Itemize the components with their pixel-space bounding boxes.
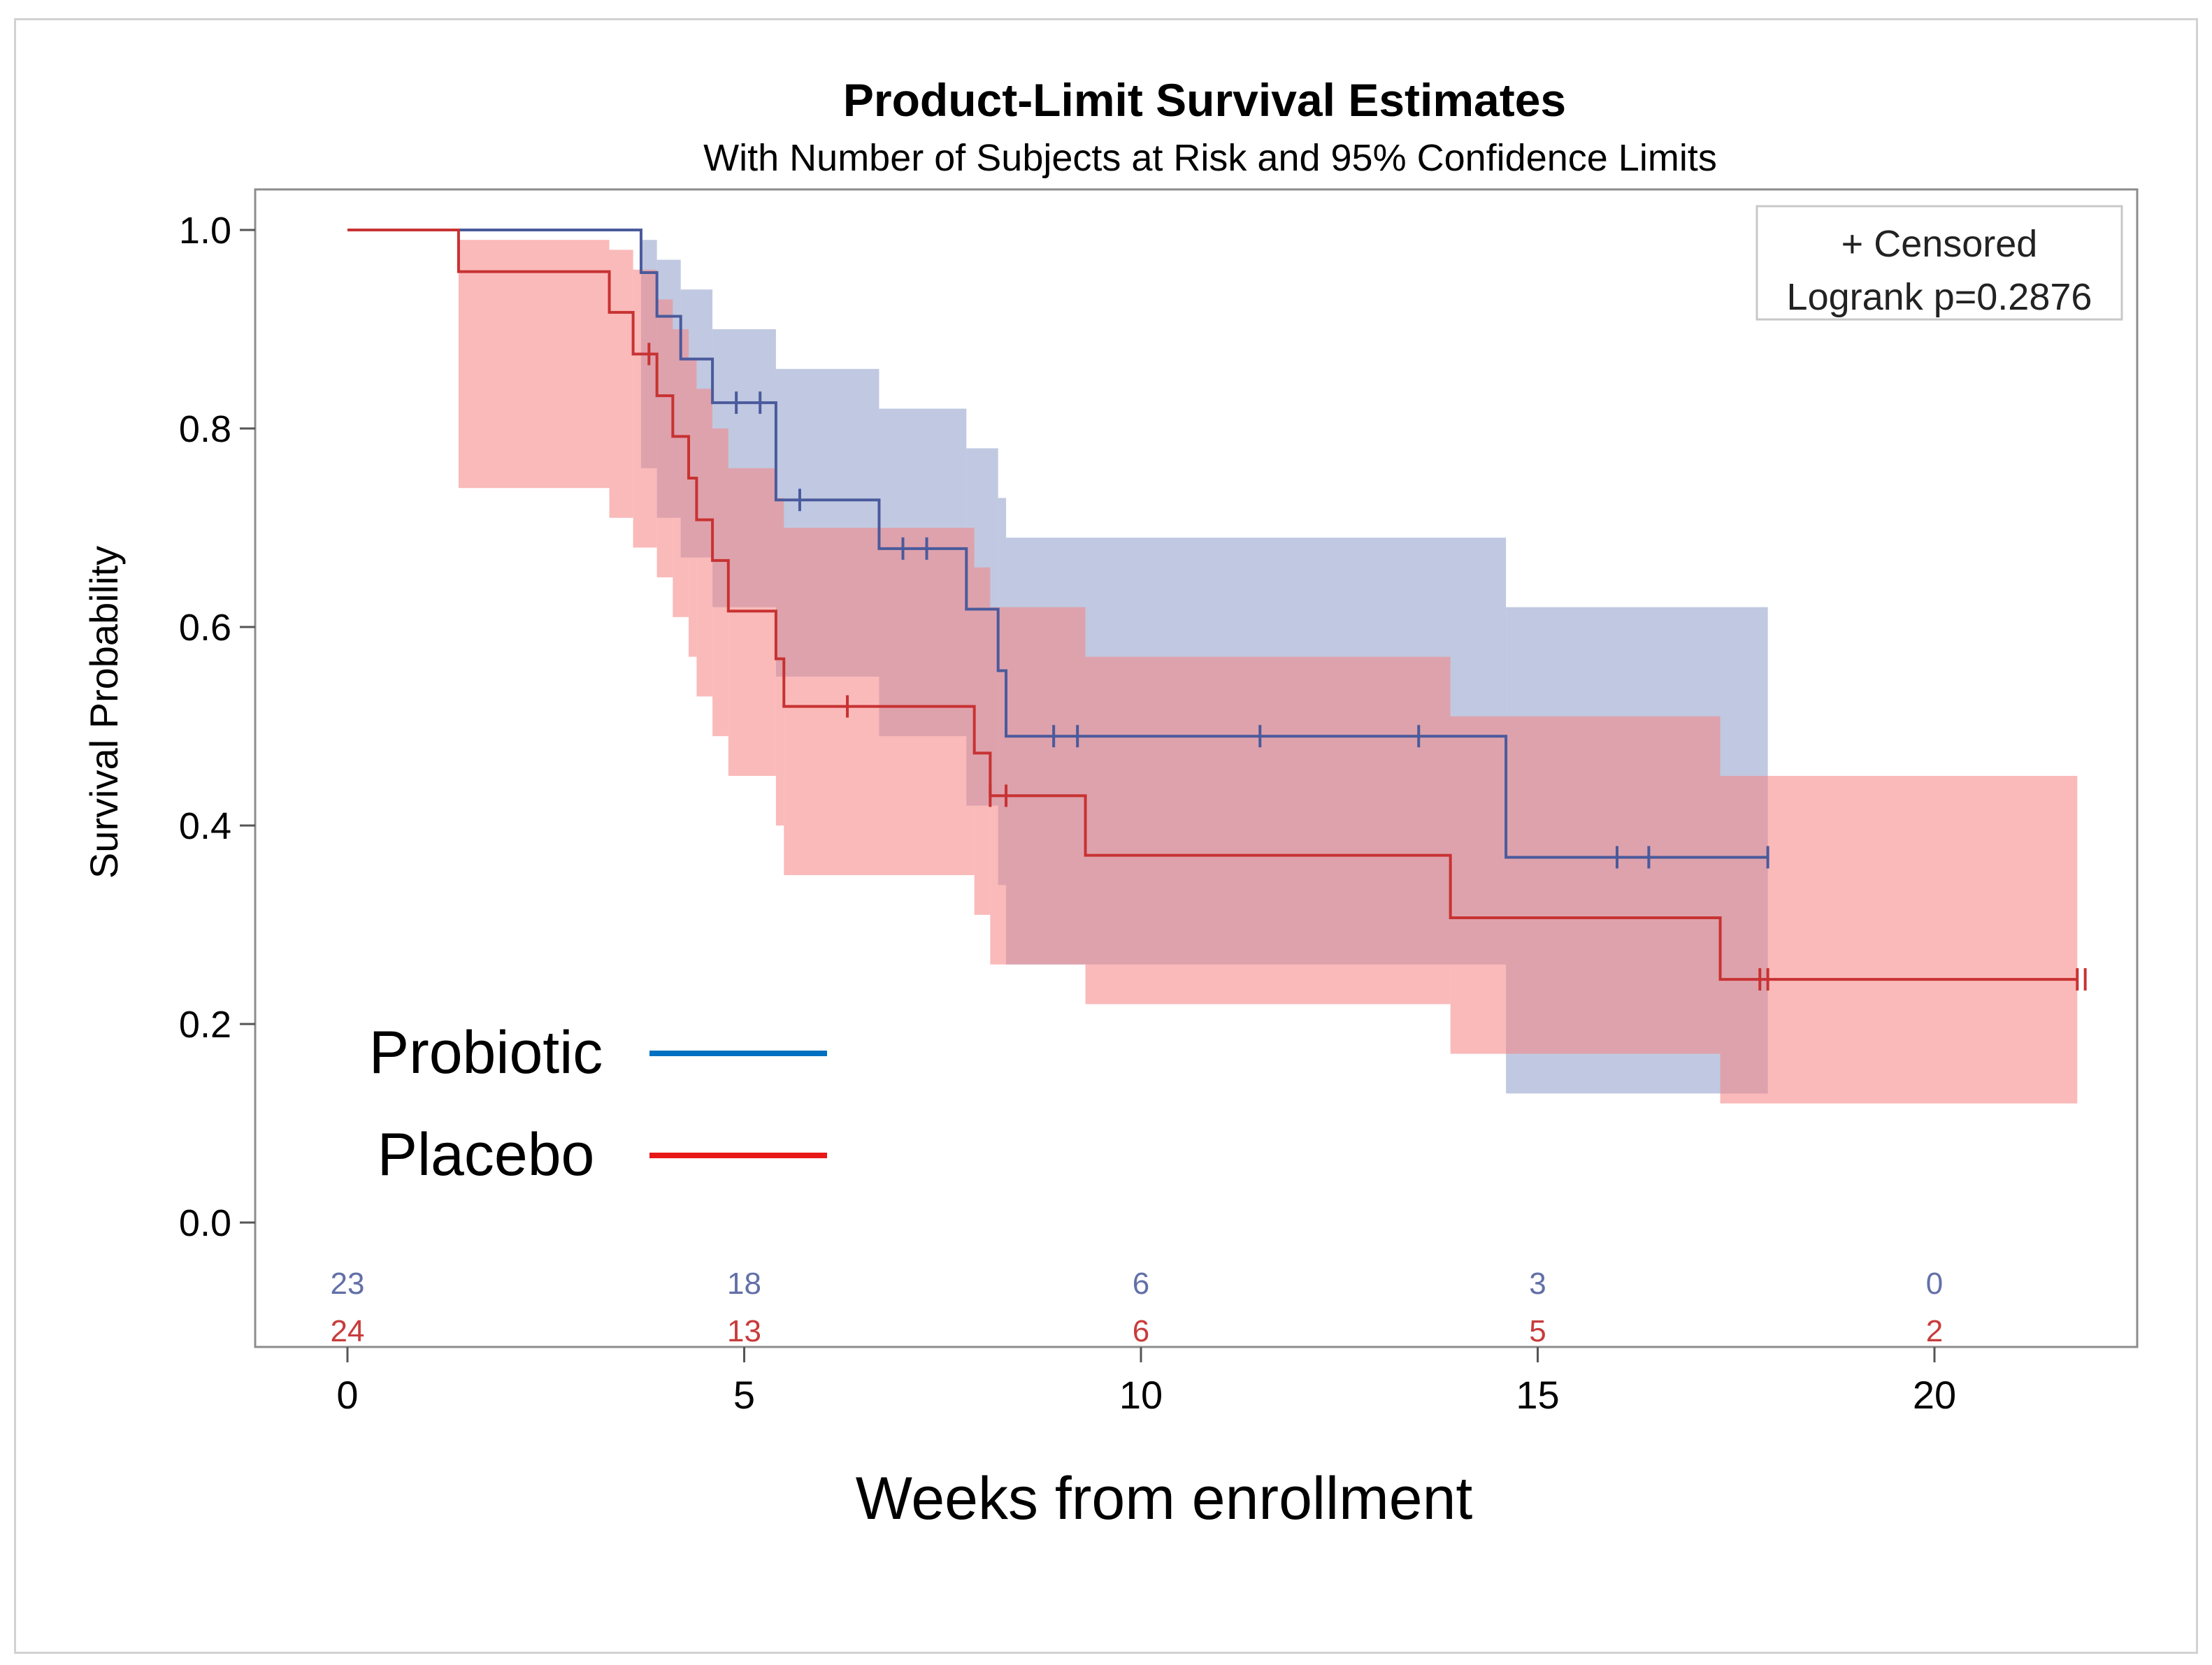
probiotic-at-risk-count: 6	[1133, 1267, 1149, 1301]
y-tick-label: 0.6	[179, 607, 231, 649]
placebo-ci-band-segment	[673, 329, 689, 617]
probiotic-at-risk-count: 23	[331, 1267, 365, 1301]
placebo-ci-band-segment	[784, 528, 975, 875]
chart-subtitle: With Number of Subjects at Risk and 95% …	[703, 137, 1717, 179]
y-axis: 0.0 0.2 0.4 0.6 0.8 1.0	[179, 210, 255, 1244]
survival-chart: Product-Limit Survival Estimates With Nu…	[82, 74, 2139, 1532]
survival-lines	[347, 229, 2078, 981]
placebo-ci-band-segment	[656, 299, 673, 577]
placebo-survival-line	[347, 229, 2078, 981]
placebo-ci-band-segment	[775, 498, 784, 826]
placebo-at-risk-count: 24	[331, 1314, 365, 1348]
y-tick-label: 1.0	[179, 210, 231, 252]
plot-area	[254, 188, 2139, 1348]
placebo-ci-band-segment	[728, 468, 776, 776]
y-tick-label: 0.8	[179, 408, 231, 450]
probiotic-at-risk-count: 0	[1926, 1267, 1943, 1301]
probiotic-survival-line	[347, 229, 1768, 859]
inset-box: + Censored Logrank p=0.2876	[1755, 205, 2123, 321]
probiotic-legend-label: Probiotic	[369, 1019, 603, 1086]
probiotic-at-risk-count: 18	[727, 1267, 761, 1301]
placebo-ci-band-segment	[1450, 716, 1721, 1054]
placebo-ci-band-segment	[990, 607, 1086, 965]
inset-border	[1755, 205, 2123, 321]
placebo-at-risk-count: 5	[1529, 1314, 1546, 1348]
placebo-ci-band-segment	[712, 428, 728, 737]
x-tick-label: 5	[733, 1373, 755, 1417]
chart-title: Product-Limit Survival Estimates	[843, 74, 1566, 126]
placebo-ci-band-segment	[1720, 776, 2078, 1104]
y-tick-label: 0.2	[179, 1004, 231, 1046]
placebo-at-risk-count: 13	[727, 1314, 761, 1348]
x-tick-label: 20	[1913, 1373, 1956, 1417]
placebo-legend-label: Placebo	[378, 1121, 595, 1188]
placebo-at-risk-count: 6	[1133, 1314, 1149, 1348]
at-risk-table: 23 18 6 3 0 24 13 6 5 2	[331, 1267, 1944, 1348]
probiotic-at-risk-count: 3	[1529, 1267, 1546, 1301]
legend: Probiotic Placebo	[369, 1019, 827, 1188]
x-axis: 0 5 10 15 20	[336, 1347, 1956, 1417]
placebo-ci-band-segment	[974, 567, 991, 915]
x-tick-label: 0	[336, 1373, 358, 1417]
placebo-at-risk-count: 2	[1926, 1314, 1943, 1348]
x-tick-label: 15	[1516, 1373, 1559, 1417]
y-tick-label: 0.0	[179, 1202, 231, 1244]
placebo-ci-band-segment	[689, 359, 697, 657]
y-tick-label: 0.4	[179, 805, 231, 847]
logrank-label: Logrank p=0.2876	[1787, 276, 2092, 318]
x-tick-label: 10	[1119, 1373, 1163, 1417]
confidence-bands	[458, 240, 2078, 1104]
placebo-ci-band-segment	[633, 269, 657, 548]
censored-label: + Censored	[1841, 223, 2038, 265]
y-axis-label: Survival Probability	[82, 546, 126, 879]
censor-marks	[647, 343, 2087, 991]
placebo-ci-band-segment	[1085, 656, 1451, 1004]
placebo-ci-band-segment	[696, 389, 713, 697]
x-axis-label: Weeks from enrollment	[856, 1465, 1473, 1532]
figure-frame: Product-Limit Survival Estimates With Nu…	[14, 18, 2198, 1654]
placebo-ci-band-segment	[609, 250, 633, 518]
plot-border	[254, 188, 2139, 1348]
placebo-ci-band-segment	[458, 240, 610, 489]
